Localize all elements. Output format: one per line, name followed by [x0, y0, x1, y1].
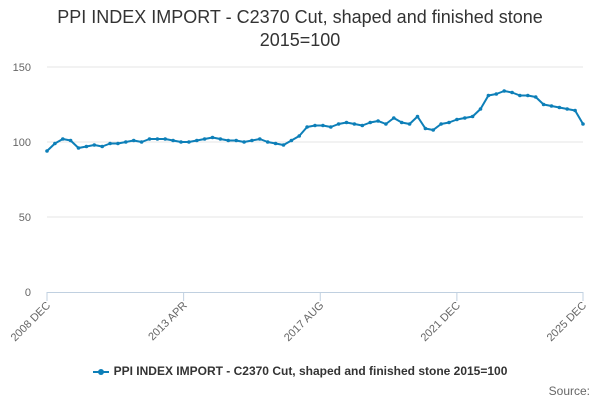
data-point[interactable]: [265, 140, 270, 144]
x-axis: [46, 292, 584, 301]
data-point[interactable]: [124, 140, 128, 144]
data-point[interactable]: [470, 114, 475, 119]
data-point[interactable]: [218, 137, 223, 141]
data-point[interactable]: [92, 143, 97, 147]
data-point[interactable]: [344, 120, 349, 125]
x-tick-label: 2008 DEC: [9, 300, 53, 344]
data-point[interactable]: [163, 137, 167, 141]
data-point[interactable]: [360, 123, 365, 128]
data-point[interactable]: [463, 116, 467, 120]
data-point[interactable]: [68, 138, 73, 143]
data-point[interactable]: [526, 93, 530, 98]
data-point[interactable]: [273, 141, 278, 146]
data-point[interactable]: [502, 89, 507, 93]
data-point[interactable]: [195, 138, 199, 143]
data-point[interactable]: [179, 140, 183, 144]
data-point[interactable]: [329, 125, 333, 129]
data-point[interactable]: [61, 137, 65, 141]
x-tick-label: 2025 DEC: [545, 300, 589, 344]
x-axis-tick-labels: 2008 DEC 2013 APR 2017 AUG 2021 DEC 2025 DEC: [9, 300, 589, 344]
data-point[interactable]: [431, 128, 436, 132]
data-point[interactable]: [321, 123, 325, 128]
data-point[interactable]: [573, 108, 577, 113]
y-axis-tick-labels: 0 50 100 150: [13, 62, 31, 299]
data-point[interactable]: [415, 114, 420, 119]
series-layer: [45, 89, 585, 153]
y-tick-label: 0: [25, 287, 31, 299]
data-point[interactable]: [305, 125, 309, 129]
data-point[interactable]: [336, 122, 341, 126]
data-point[interactable]: [155, 137, 160, 141]
data-point[interactable]: [384, 122, 388, 126]
data-point[interactable]: [289, 138, 294, 143]
data-point[interactable]: [131, 138, 136, 143]
data-point[interactable]: [399, 120, 404, 125]
data-point[interactable]: [368, 120, 373, 125]
data-point[interactable]: [187, 140, 191, 144]
data-point[interactable]: [234, 138, 238, 143]
data-point[interactable]: [297, 134, 302, 138]
data-point[interactable]: [84, 144, 89, 149]
data-point[interactable]: [423, 126, 428, 131]
data-point[interactable]: [565, 107, 569, 111]
data-point[interactable]: [518, 93, 522, 98]
legend-series-label: PPI INDEX IMPORT - C2370 Cut, shaped and…: [113, 364, 508, 378]
data-point[interactable]: [147, 137, 152, 141]
data-point[interactable]: [210, 135, 215, 140]
data-point[interactable]: [116, 141, 120, 146]
y-tick-label: 100: [13, 137, 31, 149]
data-point[interactable]: [533, 95, 538, 99]
data-point[interactable]: [226, 138, 231, 143]
x-tick-label: 2021 DEC: [419, 300, 463, 344]
x-tick-label: 2013 APR: [146, 300, 190, 344]
data-point[interactable]: [108, 141, 112, 146]
y-tick-label: 150: [13, 62, 31, 74]
data-point[interactable]: [45, 149, 49, 153]
data-point[interactable]: [549, 104, 554, 108]
data-point[interactable]: [494, 92, 499, 96]
data-point[interactable]: [352, 122, 357, 126]
data-point[interactable]: [313, 123, 317, 128]
data-point[interactable]: [53, 141, 57, 146]
data-point[interactable]: [478, 107, 483, 111]
data-point[interactable]: [171, 138, 175, 143]
data-point[interactable]: [455, 117, 459, 122]
data-point[interactable]: [100, 144, 104, 149]
data-point[interactable]: [541, 102, 546, 107]
legend[interactable]: PPI INDEX IMPORT - C2370 Cut, shaped and…: [0, 364, 600, 378]
data-point[interactable]: [392, 116, 396, 120]
chart-title-line-1: PPI INDEX IMPORT - C2370 Cut, shaped and…: [57, 7, 543, 27]
legend-series-marker: [92, 367, 109, 377]
data-point[interactable]: [242, 140, 246, 144]
data-point[interactable]: [376, 119, 380, 123]
data-point[interactable]: [510, 90, 514, 95]
x-tick-label: 2017 AUG: [282, 300, 326, 344]
data-point[interactable]: [139, 140, 144, 144]
chart-title: PPI INDEX IMPORT - C2370 Cut, shaped and…: [0, 6, 600, 52]
data-point[interactable]: [557, 105, 562, 110]
source-label: Source:: [548, 384, 590, 398]
y-tick-label: 50: [19, 212, 31, 224]
data-point[interactable]: [439, 122, 443, 126]
data-point[interactable]: [202, 137, 207, 141]
data-point[interactable]: [581, 122, 585, 126]
data-point[interactable]: [407, 122, 412, 126]
data-point[interactable]: [250, 138, 254, 143]
data-point[interactable]: [281, 143, 286, 147]
data-point[interactable]: [258, 137, 262, 141]
data-point[interactable]: [486, 93, 491, 98]
data-point[interactable]: [76, 146, 81, 150]
chart-title-line-2: 2015=100: [259, 30, 341, 50]
data-point[interactable]: [447, 120, 451, 125]
